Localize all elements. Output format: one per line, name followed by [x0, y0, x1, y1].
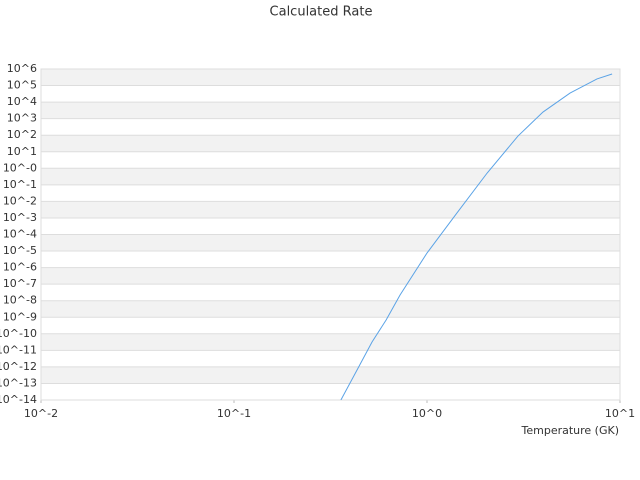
grid-band: [41, 118, 620, 136]
grid-band: [41, 151, 620, 169]
y-tick-label: 10^3: [7, 112, 37, 125]
grid-band: [41, 284, 620, 301]
y-tick-label: 10^-13: [0, 376, 37, 389]
grid-band: [41, 333, 620, 351]
y-tick-label: 10^-11: [0, 343, 37, 356]
grid-band: [41, 383, 620, 400]
y-tick-label: 10^-8: [3, 294, 37, 307]
y-tick-label: 10^5: [7, 79, 37, 92]
y-tick-label: 10^4: [7, 95, 37, 108]
y-tick-label: 10^-7: [3, 277, 37, 290]
y-tick-label: 10^1: [7, 145, 37, 158]
chart-title: Calculated Rate: [270, 5, 373, 20]
y-tick-label: 10^-1: [3, 178, 37, 191]
y-tick-label: 10^-14: [0, 393, 37, 406]
y-tick-label: 10^-5: [3, 244, 37, 257]
line-series: [340, 73, 613, 400]
y-tick-label: 10^-12: [0, 360, 37, 373]
plot-border: [40, 68, 621, 401]
y-tick-label: 10^6: [7, 62, 37, 75]
grid-band: [41, 234, 620, 252]
grid-band: [41, 300, 620, 318]
x-tick-label: 10^0: [412, 407, 442, 420]
grid-band: [41, 267, 620, 285]
y-tick-label: 10^-9: [3, 310, 37, 323]
grid-band: [41, 350, 620, 367]
grid-band: [41, 366, 620, 384]
x-tick-label: 10^1: [605, 407, 635, 420]
grid-band: [41, 102, 620, 119]
grid-band: [41, 251, 620, 268]
y-tick-label: 10^-10: [0, 327, 37, 340]
y-tick-label: 10^-0: [3, 161, 37, 174]
grid-band: [41, 135, 620, 152]
grid-band: [41, 168, 620, 185]
grid-band: [41, 85, 620, 103]
grid-band: [41, 69, 620, 86]
y-tick-label: 10^-2: [3, 194, 37, 207]
y-tick-label: 10^-4: [3, 228, 37, 241]
y-tick-label: 10^2: [7, 128, 37, 141]
x-tick-label: 10^-1: [217, 407, 251, 420]
y-tick-label: 10^-6: [3, 261, 37, 274]
x-axis-label: Temperature (GK): [521, 424, 620, 437]
x-tick-label: 10^-2: [24, 407, 58, 420]
grid-band: [41, 317, 620, 334]
y-tick-label: 10^-3: [3, 211, 37, 224]
grid-band: [41, 217, 620, 235]
grid-band: [41, 201, 620, 218]
grid-band: [41, 184, 620, 202]
